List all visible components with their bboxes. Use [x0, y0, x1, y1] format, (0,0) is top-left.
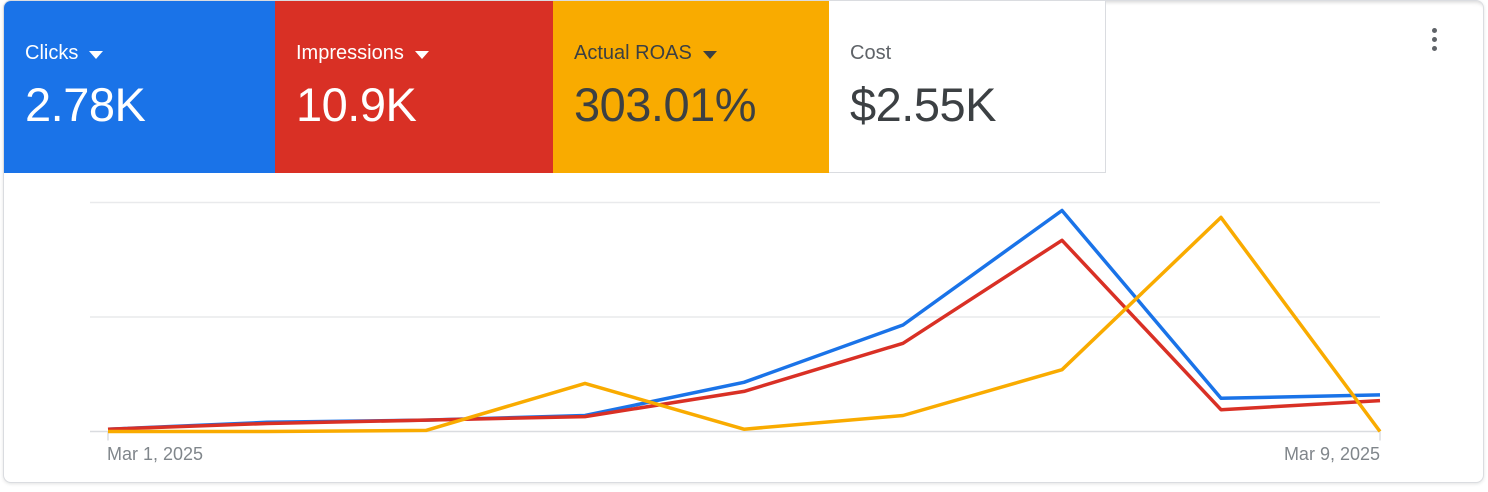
kebab-dot — [1432, 28, 1437, 33]
metric-tile-clicks[interactable]: Clicks 2.78K — [4, 1, 275, 173]
kebab-dot — [1432, 46, 1437, 51]
metric-tiles-row: Clicks 2.78K Impressions 10.9K Actual RO… — [4, 1, 1106, 173]
chevron-down-icon[interactable] — [414, 50, 429, 59]
chevron-down-icon[interactable] — [89, 50, 104, 59]
series-line-clicks — [107, 208, 1381, 431]
series-line-impressions — [107, 238, 1381, 431]
metric-value: 2.78K — [25, 78, 146, 131]
metric-label: Actual ROAS — [574, 42, 692, 64]
metric-label: Cost — [850, 42, 892, 64]
x-axis-label-start: Mar 1, 2025 — [107, 444, 204, 464]
more-options-kebab-icon[interactable] — [1428, 24, 1441, 55]
metric-tile-impressions[interactable]: Impressions 10.9K — [275, 1, 553, 173]
metric-label-row: Cost — [850, 41, 1087, 65]
metric-label-row: Impressions — [296, 41, 535, 65]
kebab-dot — [1432, 37, 1437, 42]
metric-tile-actual-roas[interactable]: Actual ROAS 303.01% — [553, 1, 829, 173]
x-axis-label-end: Mar 9, 2025 — [1283, 444, 1380, 464]
line-chart-svg — [90, 201, 1382, 441]
chevron-down-icon[interactable] — [702, 50, 717, 59]
metric-label-row: Actual ROAS — [574, 41, 811, 65]
time-series-line-chart: Mar 1, 2025 Mar 9, 2025 — [0, 180, 1488, 492]
metric-label: Clicks — [25, 42, 79, 64]
metric-value: 303.01% — [574, 78, 757, 131]
metric-label: Impressions — [296, 42, 404, 64]
metric-tile-cost[interactable]: Cost $2.55K — [829, 1, 1106, 173]
metric-label-row: Clicks — [25, 41, 257, 65]
metric-value: $2.55K — [850, 78, 996, 131]
series-line-actual-roas — [108, 215, 1382, 434]
metric-value: 10.9K — [296, 78, 417, 131]
